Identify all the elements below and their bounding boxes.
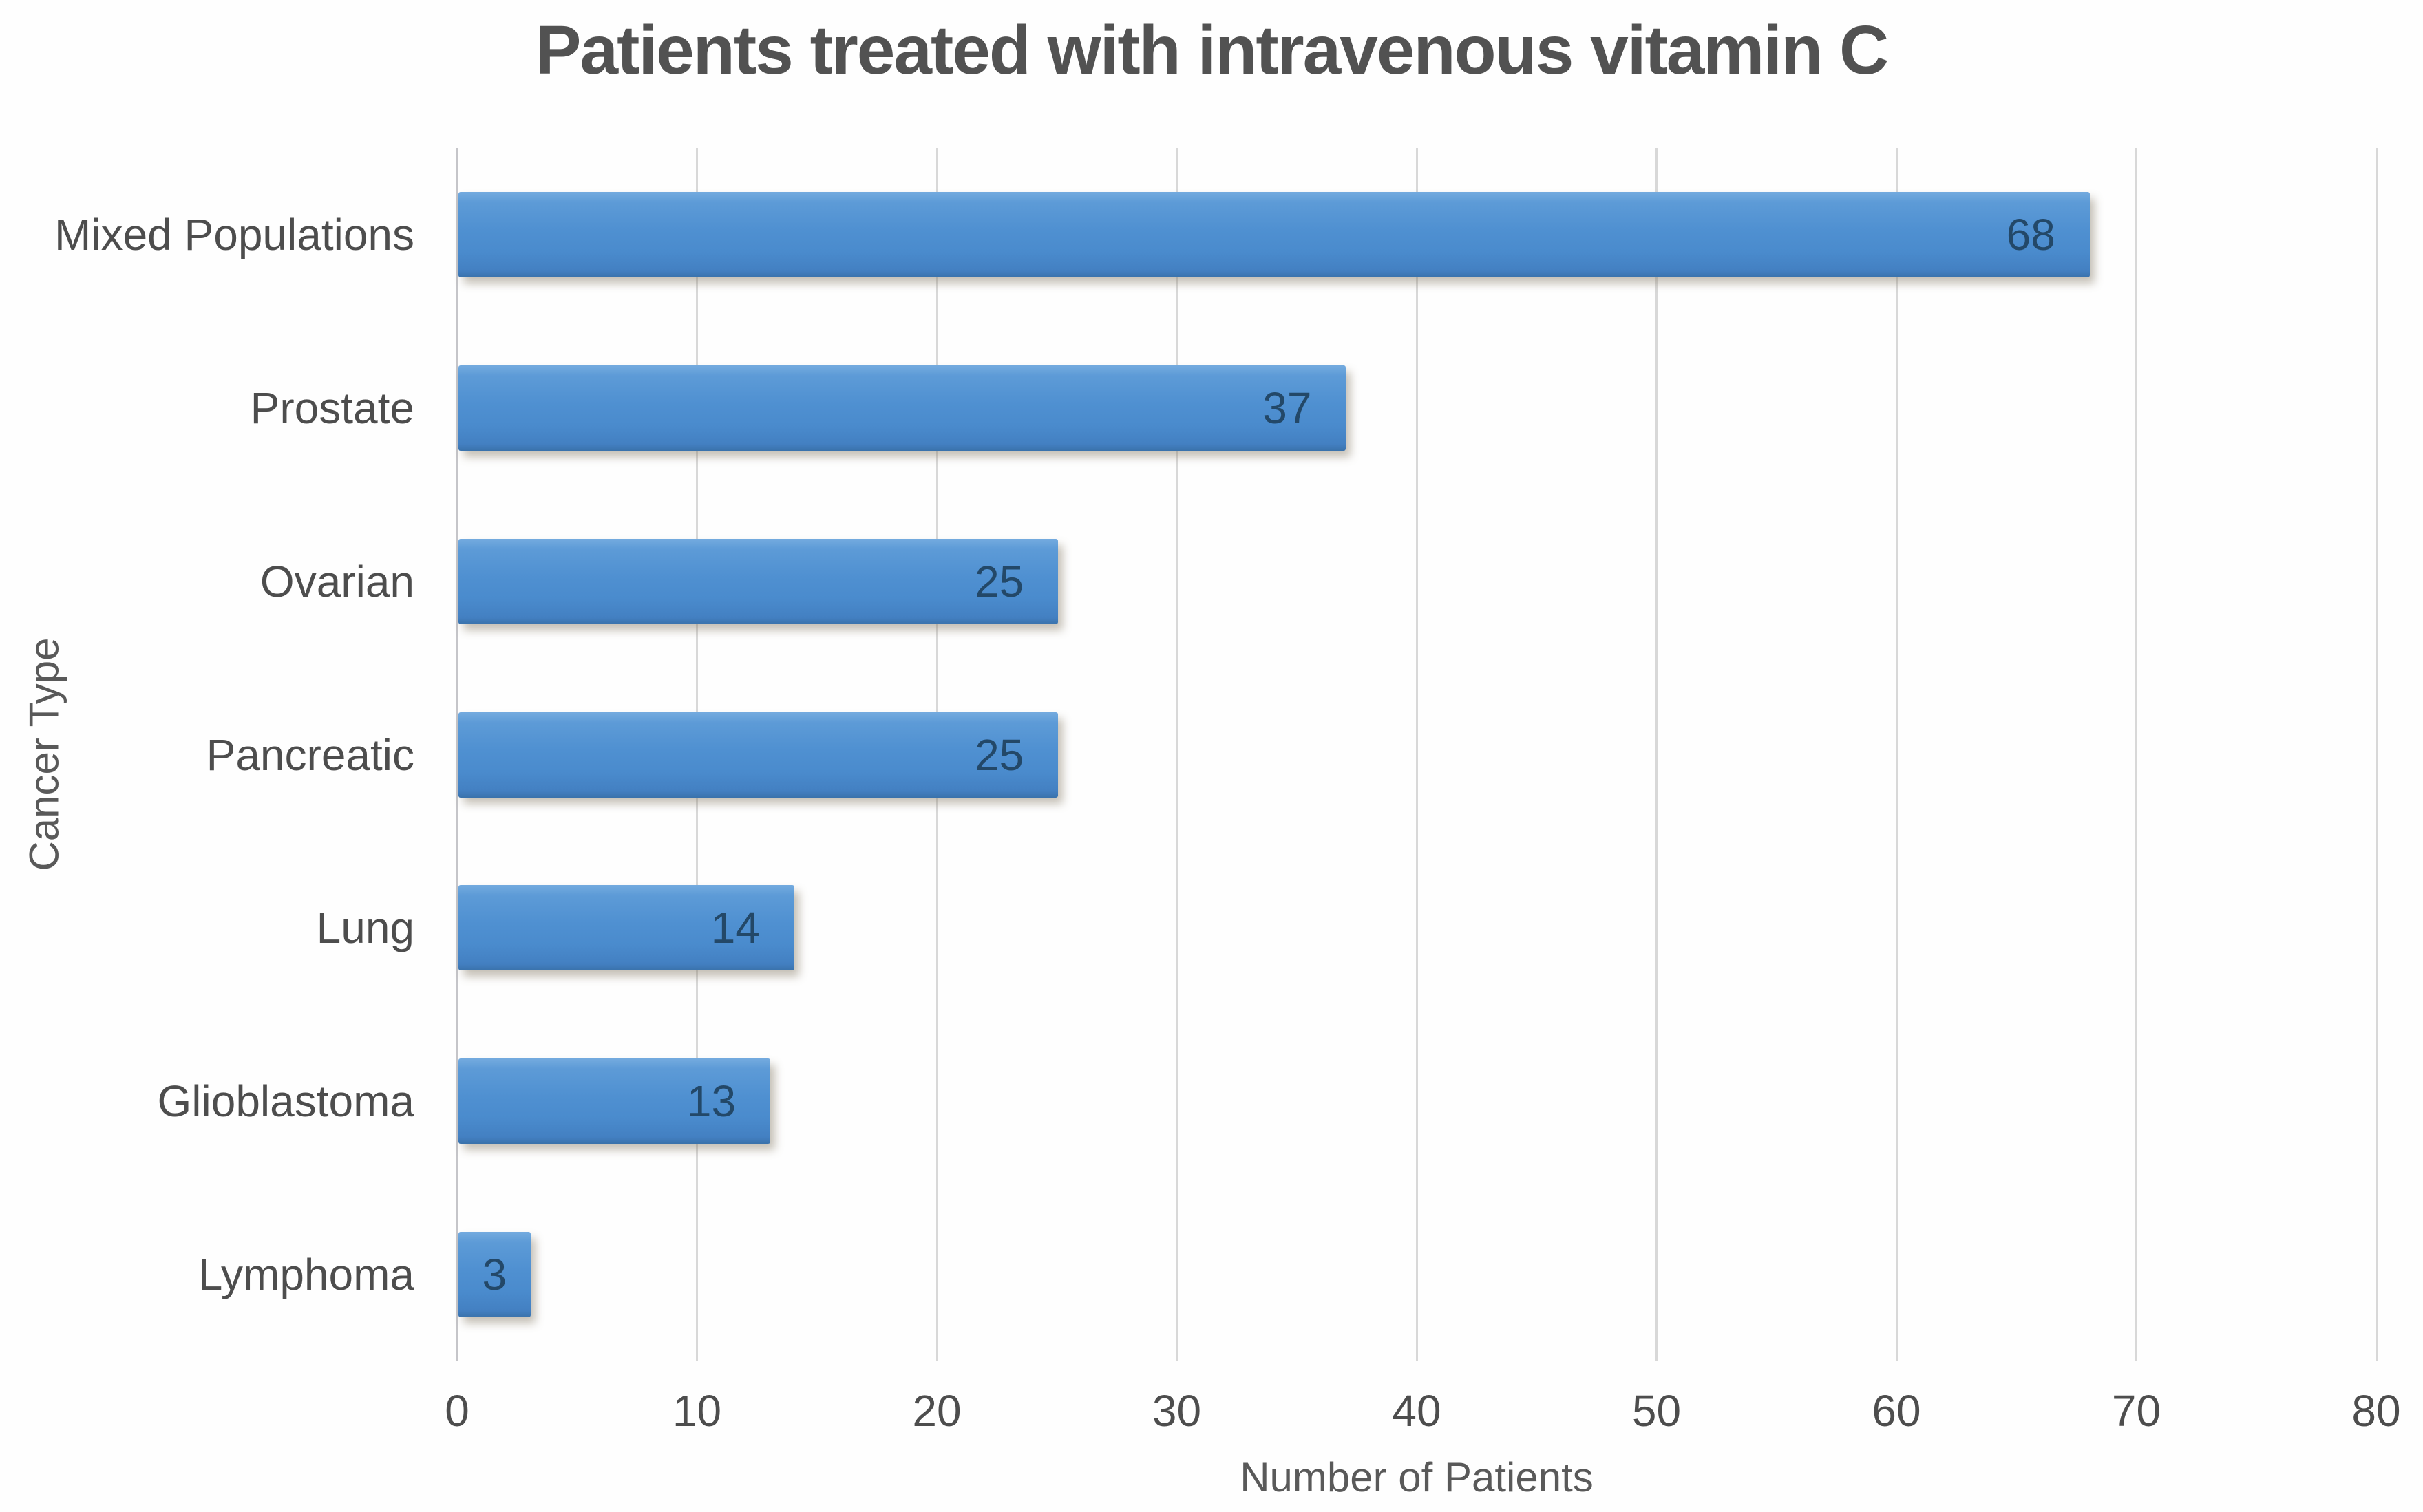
gridline-x-30 bbox=[1176, 148, 1178, 1361]
bar-value-label: 68 bbox=[2006, 209, 2055, 259]
category-label-glioblastoma: Glioblastoma bbox=[157, 1076, 415, 1127]
bar-value-label: 25 bbox=[975, 556, 1024, 606]
x-tick-label-20: 20 bbox=[912, 1386, 962, 1436]
x-tick-label-70: 70 bbox=[2111, 1386, 2161, 1436]
gridline-x-70 bbox=[2135, 148, 2137, 1361]
category-label-ovarian: Ovarian bbox=[260, 556, 414, 606]
bar-value-label: 14 bbox=[710, 903, 760, 953]
category-label-lung: Lung bbox=[316, 903, 414, 953]
bar-value-label: 13 bbox=[686, 1076, 737, 1127]
gridline-x-80 bbox=[2375, 148, 2378, 1361]
chart-title: Patients treated with intravenous vitami… bbox=[535, 12, 1889, 89]
bar-ovarian: 25 bbox=[458, 538, 1059, 624]
x-tick-label-50: 50 bbox=[1631, 1386, 1682, 1436]
y-axis-line bbox=[456, 148, 458, 1361]
bar-prostate: 37 bbox=[458, 365, 1346, 451]
x-tick-label-40: 40 bbox=[1392, 1386, 1441, 1436]
bar-value-label: 25 bbox=[975, 730, 1024, 780]
gridline-x-40 bbox=[1415, 148, 1418, 1361]
bar-mixed-populations: 68 bbox=[458, 191, 2090, 277]
x-tick-label-60: 60 bbox=[1872, 1386, 1921, 1436]
x-tick-label-10: 10 bbox=[672, 1386, 722, 1436]
x-tick-label-80: 80 bbox=[2351, 1386, 2401, 1436]
plot-area: 68 37 25 25 14 13 3 bbox=[456, 148, 2378, 1361]
gridline-x-50 bbox=[1655, 148, 1658, 1361]
gridline-x-60 bbox=[1895, 148, 1898, 1361]
bar-lung: 14 bbox=[458, 885, 794, 971]
category-label-lymphoma: Lymphoma bbox=[198, 1250, 414, 1300]
bar-glioblastoma: 13 bbox=[458, 1058, 771, 1144]
bar-value-label: 3 bbox=[482, 1250, 507, 1300]
x-axis-title: Number of Patients bbox=[1240, 1454, 1594, 1500]
bar-pancreatic: 25 bbox=[458, 712, 1059, 798]
category-label-pancreatic: Pancreatic bbox=[206, 730, 414, 780]
x-tick-label-0: 0 bbox=[445, 1386, 469, 1436]
bar-value-label: 37 bbox=[1262, 383, 1312, 433]
category-label-prostate: Prostate bbox=[250, 383, 414, 433]
category-label-mixed-populations: Mixed Populations bbox=[54, 209, 414, 259]
x-tick-label-30: 30 bbox=[1152, 1386, 1202, 1436]
bar-lymphoma: 3 bbox=[458, 1232, 531, 1318]
